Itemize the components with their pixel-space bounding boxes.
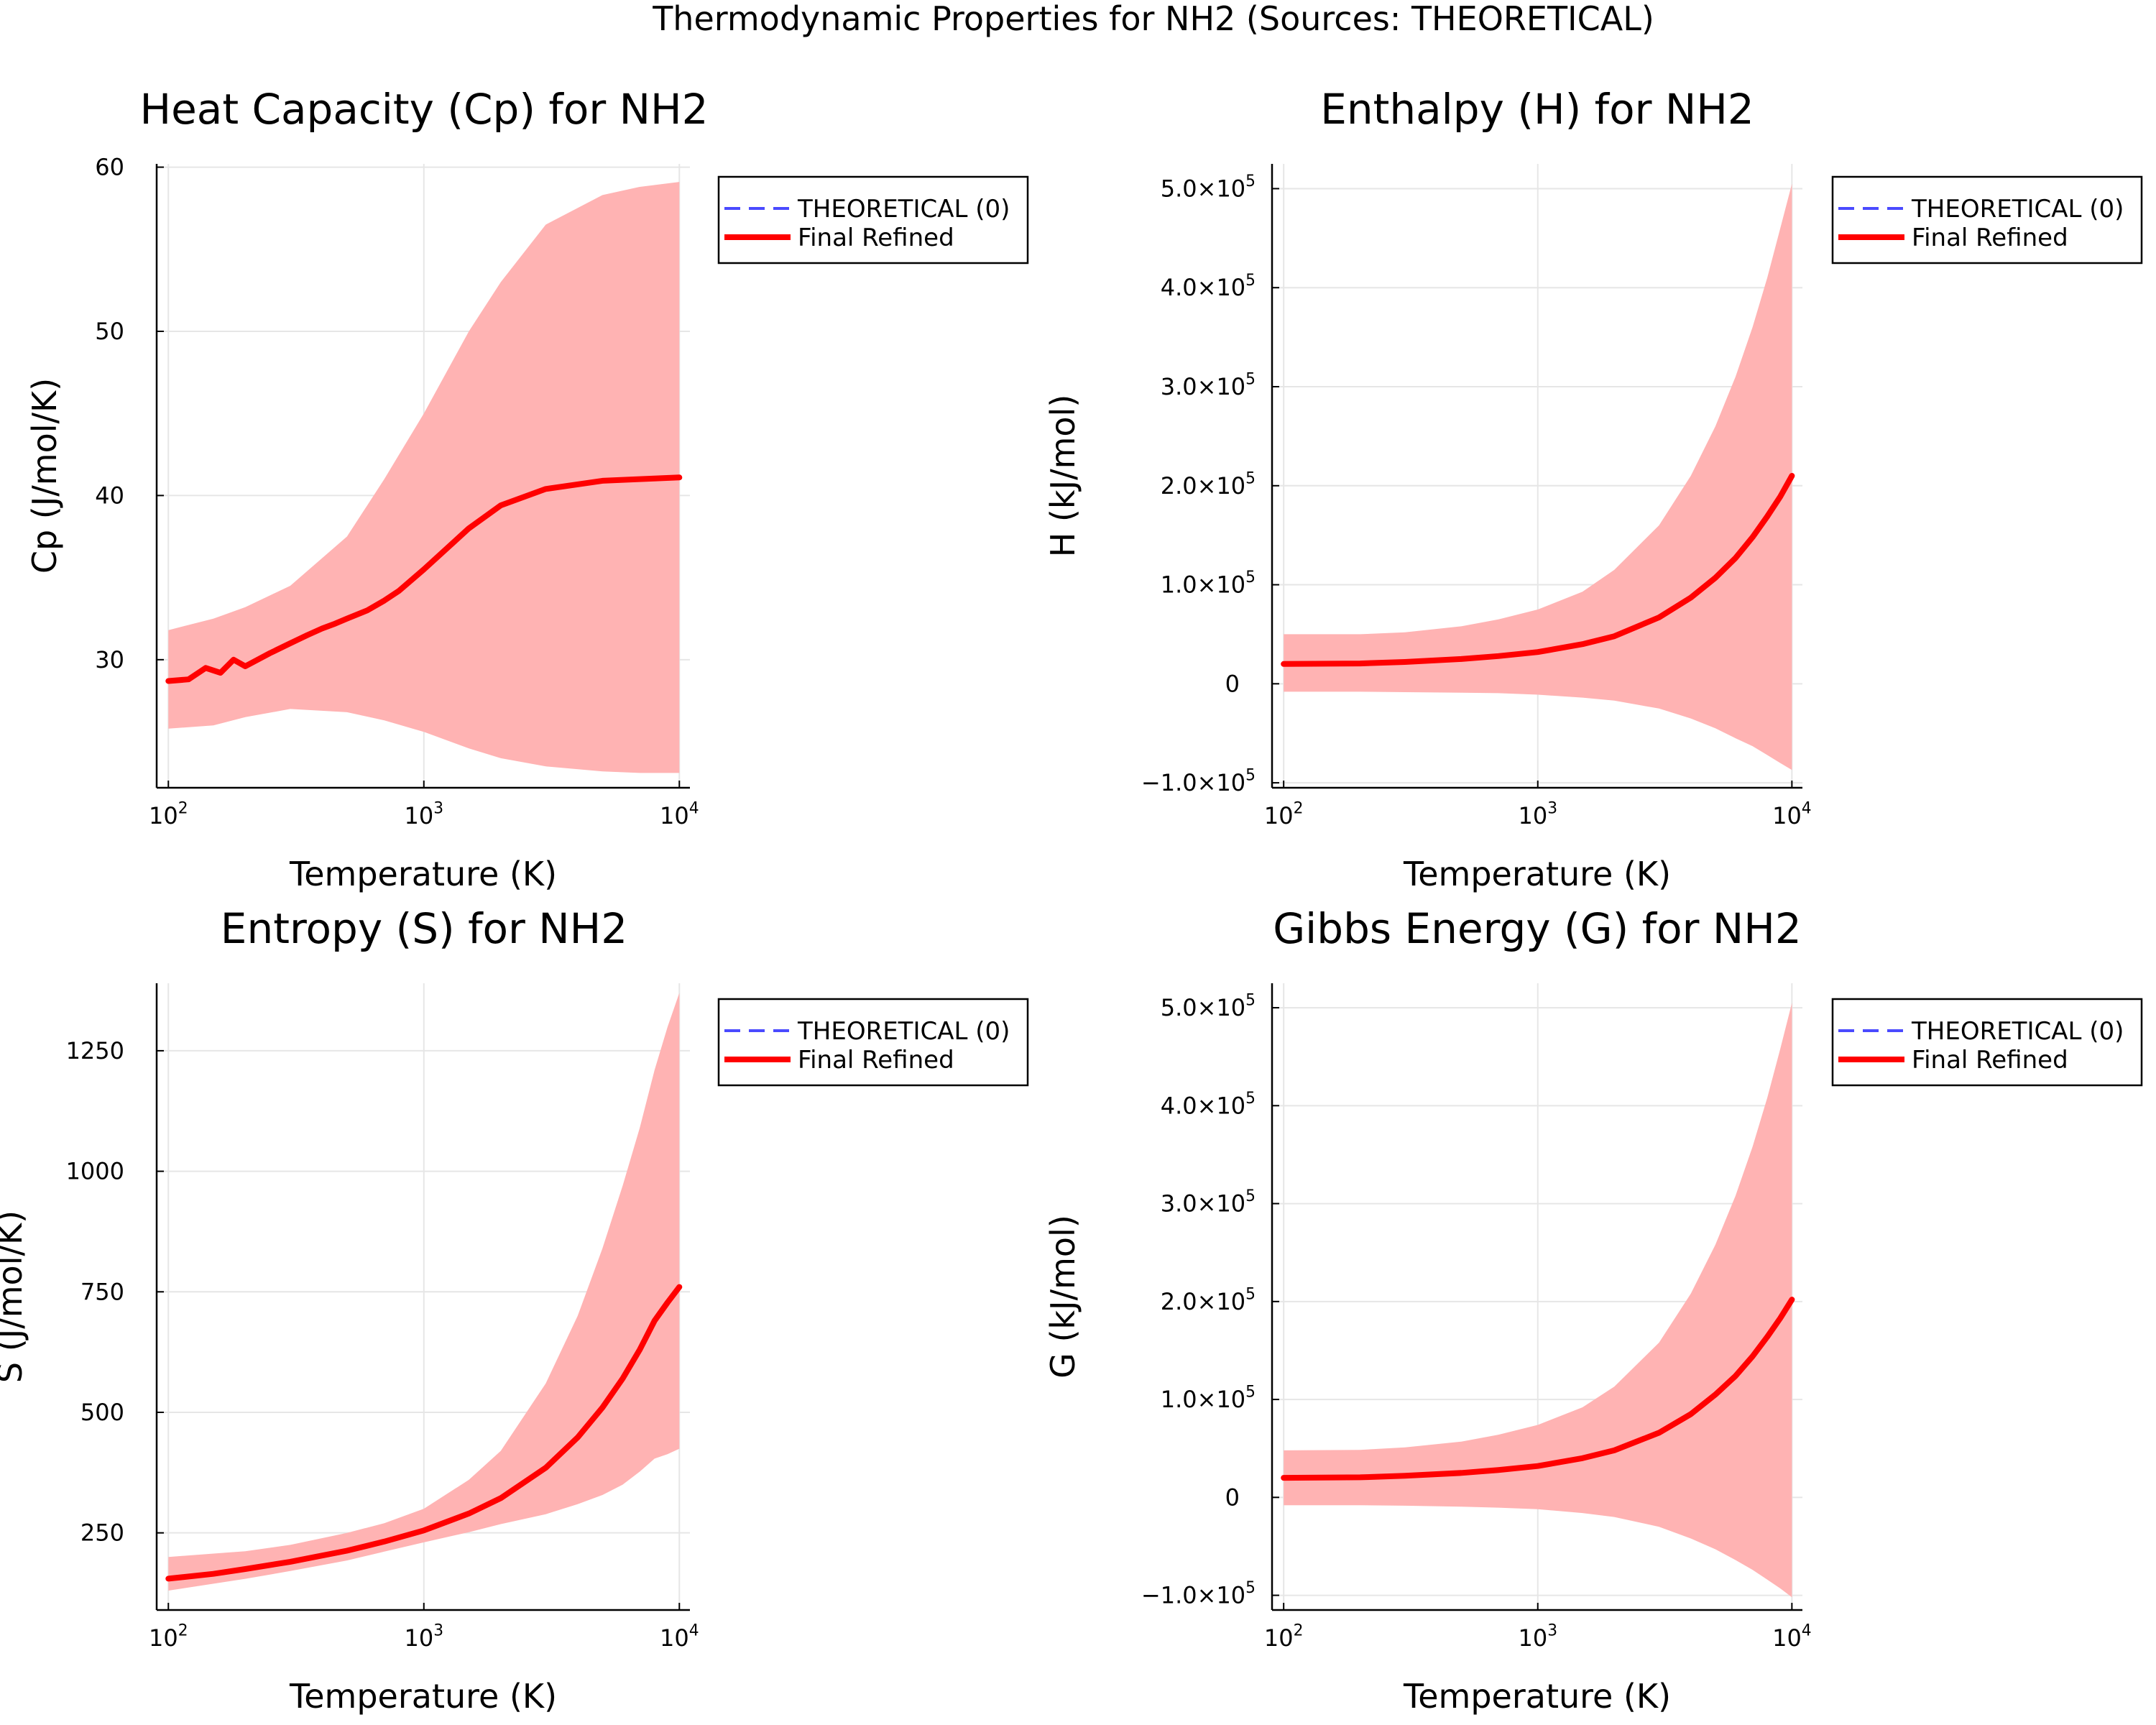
y-tick-label: 5.0×105 [1161, 992, 1256, 1021]
x-tick-label: 102 [149, 800, 188, 829]
y-axis-label: G (kJ/mol) [1044, 1215, 1082, 1379]
y-tick-label: 3.0×105 [1161, 371, 1256, 400]
y-tick-label: 4.0×105 [1161, 1090, 1256, 1119]
y-tick-label: 1000 [66, 1158, 124, 1185]
x-tick-label: 103 [1518, 1622, 1557, 1652]
legend-label-final-refined: Final Refined [1912, 224, 2068, 252]
x-tick-label: 103 [404, 800, 443, 829]
y-tick-label: −1.0×105 [1141, 1579, 1256, 1609]
x-tick-label: 103 [1518, 800, 1557, 829]
y-tick-label: 50 [95, 318, 124, 345]
y-axis-label: S (J/mol/K) [0, 1210, 29, 1383]
x-tick-label: 104 [660, 1622, 699, 1652]
x-tick-label: 102 [1264, 800, 1304, 829]
y-tick-label: 1.0×105 [1161, 1384, 1256, 1413]
y-tick-label: 0 [1225, 670, 1240, 697]
y-tick-label: 1250 [66, 1037, 124, 1064]
y-tick-label: 0 [1225, 1484, 1240, 1511]
x-axis-label: Temperature (K) [1403, 1677, 1671, 1716]
chart-panel-2: 102 103 104 −1.0×105 0 1.0×105 2.0×105 3.0×105 4… [1044, 85, 2143, 893]
x-tick-label: 104 [660, 800, 699, 829]
y-tick-label: 30 [95, 646, 124, 673]
y-tick-label: −1.0×105 [1141, 767, 1256, 796]
y-axis-label: Cp (J/mol/K) [25, 378, 64, 574]
legend-box [717, 998, 1029, 1087]
series-final-refined-line [165, 1284, 683, 1582]
chart-title: Entropy (S) for NH2 [221, 904, 627, 953]
x-tick-label: 102 [1264, 1622, 1304, 1652]
y-tick-label: 4.0×105 [1161, 272, 1256, 301]
series-final-refined-line [165, 474, 683, 684]
chart-panel-4: 102 103 104 −1.0×105 0 1.0×105 2.0×105 3.0×105 4… [1044, 904, 2143, 1716]
legend: THEORETICAL (0)Final Refined [1831, 175, 2143, 264]
x-tick-label: 103 [404, 1622, 443, 1652]
uncertainty-band [1284, 1003, 1792, 1598]
y-tick-label: 2.0×105 [1161, 469, 1256, 499]
y-tick-label: 250 [80, 1519, 124, 1547]
y-tick-label: 60 [95, 154, 124, 181]
legend-label-theoretical: THEORETICAL (0) [1911, 195, 2124, 224]
legend-box [1831, 998, 2143, 1087]
x-axis-label: Temperature (K) [289, 1677, 557, 1716]
legend-label-theoretical: THEORETICAL (0) [797, 1017, 1010, 1046]
y-tick-label: 500 [80, 1399, 124, 1426]
y-tick-label: 1.0×105 [1161, 569, 1256, 598]
x-tick-label: 104 [1772, 1622, 1812, 1652]
uncertainty-band [1284, 183, 1792, 770]
figure-suptitle: Thermodynamic Properties for NH2 (Source… [652, 0, 1654, 38]
x-axis-label: Temperature (K) [289, 855, 557, 893]
x-tick-label: 102 [149, 1622, 188, 1652]
chart-panel-3: 102 103 104 250 500 750 1000 1250 Entropy (S) fo… [0, 904, 1029, 1716]
legend-label-final-refined: Final Refined [798, 1046, 954, 1075]
x-tick-label: 104 [1772, 800, 1812, 829]
y-tick-label: 2.0×105 [1161, 1285, 1256, 1315]
uncertainty-band [168, 993, 680, 1591]
series-final-refined-line [1281, 473, 1795, 667]
legend-box [1831, 175, 2143, 264]
series-final-refined-line [1281, 1297, 1795, 1481]
chart-panel-1: 102 103 104 30 40 50 60 Heat Capacity (Cp) for … [25, 85, 1029, 893]
legend-box [717, 175, 1029, 264]
y-tick-label: 3.0×105 [1161, 1187, 1256, 1217]
y-tick-label: 5.0×105 [1161, 172, 1256, 202]
legend-label-final-refined: Final Refined [1912, 1046, 2068, 1075]
chart-title: Gibbs Energy (G) for NH2 [1273, 904, 1802, 953]
legend-label-theoretical: THEORETICAL (0) [797, 195, 1010, 224]
chart-title: Enthalpy (H) for NH2 [1320, 85, 1754, 134]
x-axis-label: Temperature (K) [1403, 855, 1671, 893]
y-tick-label: 750 [80, 1278, 124, 1305]
chart-title: Heat Capacity (Cp) for NH2 [139, 85, 708, 134]
legend-label-theoretical: THEORETICAL (0) [1911, 1017, 2124, 1046]
uncertainty-band [168, 182, 680, 773]
legend-label-final-refined: Final Refined [798, 224, 954, 252]
legend: THEORETICAL (0)Final Refined [717, 175, 1029, 264]
y-tick-label: 40 [95, 482, 124, 509]
legend: THEORETICAL (0)Final Refined [717, 998, 1029, 1087]
legend: THEORETICAL (0)Final Refined [1831, 998, 2143, 1087]
y-axis-label: H (kJ/mol) [1044, 395, 1082, 558]
